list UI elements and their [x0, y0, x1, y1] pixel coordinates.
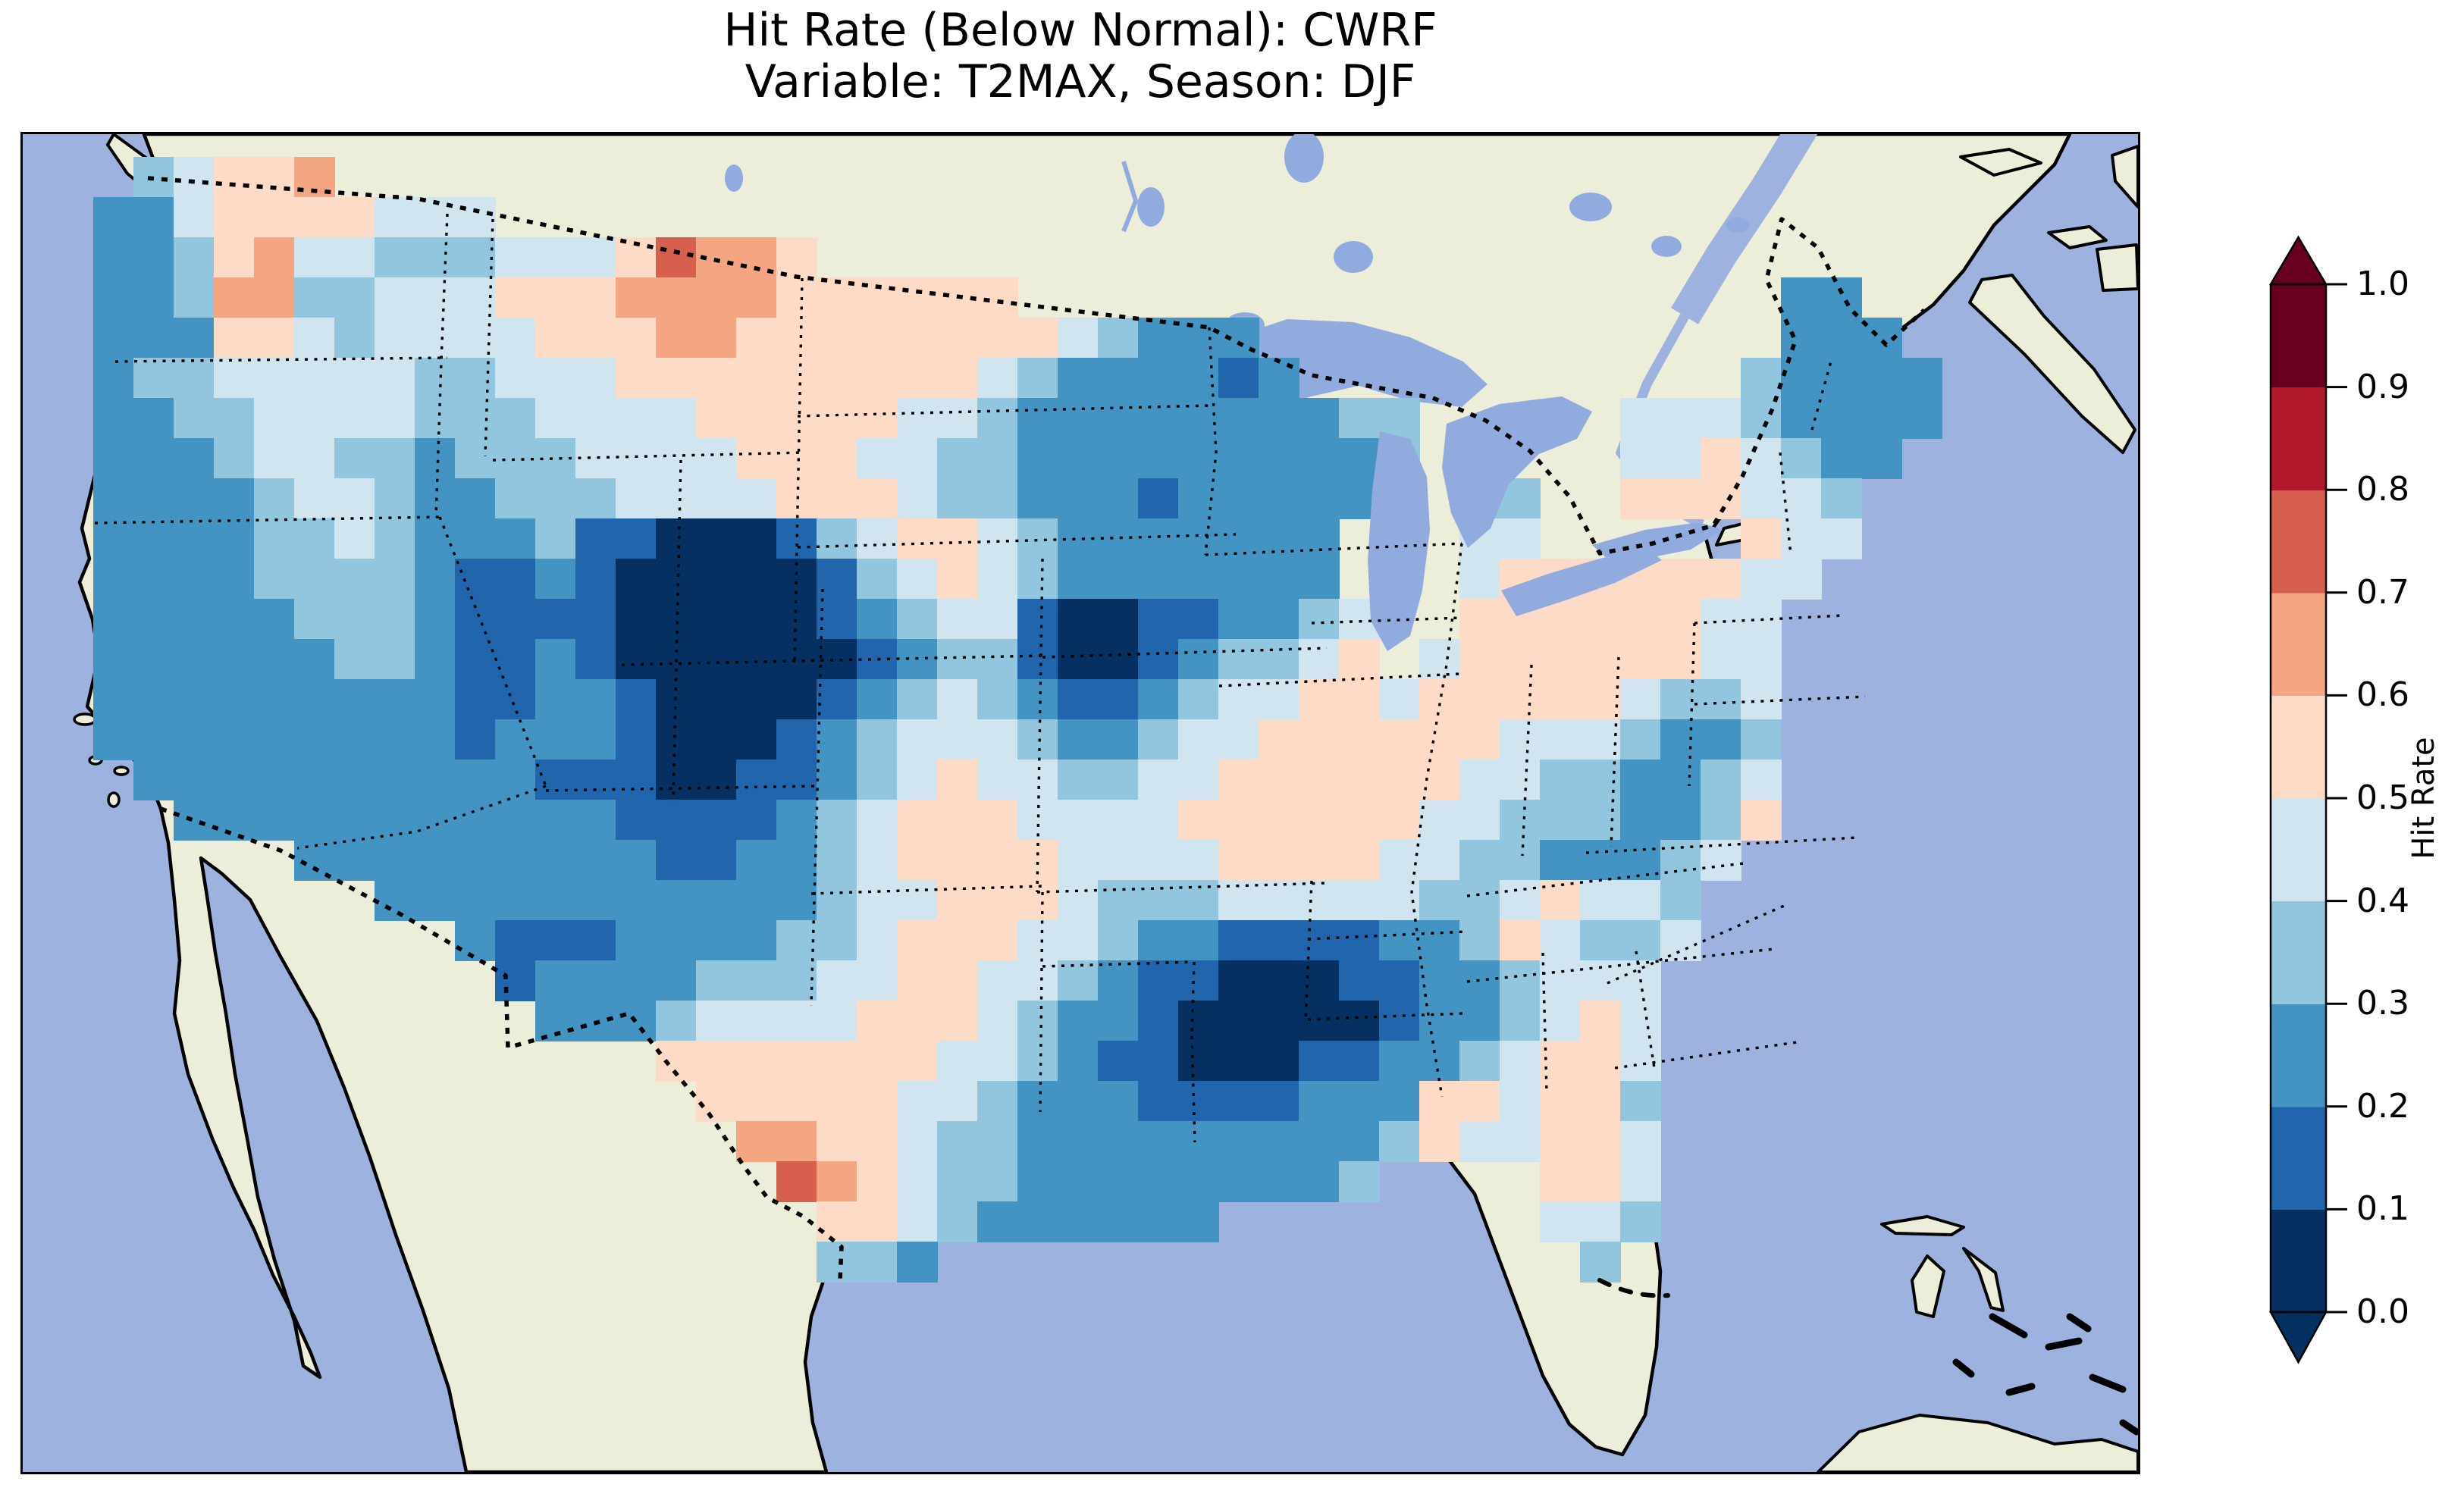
colorbar: [2268, 235, 2347, 1364]
colorbar-upper-arrow: [2268, 235, 2328, 286]
colorbar-tick-label: 0.0: [2356, 1292, 2409, 1331]
us-hit-rate-map: [23, 134, 2138, 1472]
colorbar-tick-label: 0.3: [2356, 984, 2409, 1023]
heatmap-grid: [93, 157, 1942, 1283]
colorbar-tick-label: 0.8: [2356, 470, 2409, 509]
colorbar-tick-label: 0.9: [2356, 367, 2409, 406]
plot-title-line1: Hit Rate (Below Normal): CWRF: [723, 4, 1437, 57]
islets: [1597, 1278, 2138, 1436]
colorbar-tick-label: 1.0: [2356, 265, 2409, 303]
state-borders: [94, 213, 1866, 1143]
colorbar-tick-label: 0.7: [2356, 572, 2409, 612]
colorbar-tick-label: 0.1: [2356, 1189, 2409, 1229]
colorbar-tick-label: 0.5: [2356, 778, 2409, 817]
map-axes: [20, 132, 2140, 1474]
colorbar-tick-label: 0.2: [2356, 1086, 2409, 1126]
plot-title-line2: Variable: T2MAX, Season: DJF: [745, 55, 1416, 108]
colorbar-tick-label: 0.4: [2356, 881, 2409, 920]
colorbar-lower-arrow: [2268, 1311, 2328, 1364]
colorbar-tick-label: 0.6: [2356, 675, 2409, 715]
plot-title: Hit Rate (Below Normal): CWRF Variable: …: [23, 5, 2138, 108]
colorbar-axis-label: Hit Rate: [2406, 737, 2441, 860]
country-borders: [147, 176, 1926, 1281]
